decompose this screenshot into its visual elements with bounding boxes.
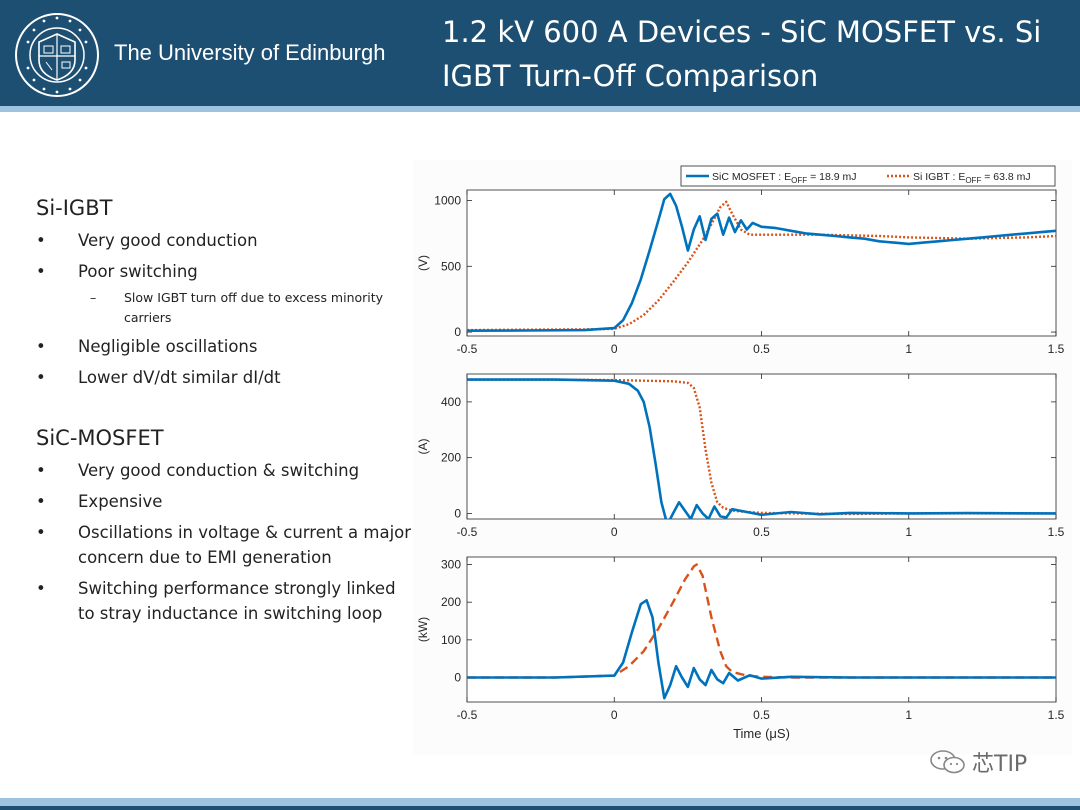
- y-tick-label: 0: [454, 671, 461, 685]
- y-tick-label: 200: [441, 451, 461, 465]
- legend-label-sic-mosfet: SiC MOSFET : EOFF = 18.9 mJ: [712, 171, 856, 185]
- bullet-text: Lower dV/dt similar dI/dt: [78, 368, 281, 387]
- bullet-item: • Negligible oscillations: [36, 334, 416, 359]
- x-tick-label: 0: [611, 525, 618, 539]
- y-tick-label: 300: [441, 558, 461, 572]
- x-axis-label: Time (μS): [733, 726, 790, 741]
- y-tick-label: 500: [441, 259, 461, 273]
- footer-bar: [0, 806, 1080, 810]
- y-tick-label: 100: [441, 633, 461, 647]
- university-name: The University of Edinburgh: [114, 40, 386, 65]
- header-stripe: [0, 106, 1080, 112]
- series-line-sic-mosfet: [467, 599, 1056, 700]
- y-axis-label: (A): [416, 439, 430, 455]
- bullet-item: • Lower dV/dt similar dI/dt: [36, 365, 416, 390]
- series-line-sic-mosfet: [467, 192, 1056, 332]
- bullet-item: • Expensive: [36, 489, 416, 514]
- y-tick-label: 0: [454, 506, 461, 520]
- bullet-text: Very good conduction: [78, 231, 258, 250]
- bullet-item: • Very good conduction: [36, 228, 416, 253]
- x-tick-label: 0: [611, 342, 618, 356]
- bullet-panel: Si-IGBT • Very good conduction • Poor swit…: [36, 196, 416, 632]
- bullet-text: Switching performance strongly linked to…: [78, 579, 396, 623]
- university-crest-icon: [15, 13, 99, 97]
- section-heading-igbt: Si-IGBT: [36, 196, 113, 220]
- x-tick-label: 1: [905, 342, 912, 356]
- bullet-text: Expensive: [78, 492, 163, 511]
- bullet-item: • Very good conduction & switching: [36, 458, 416, 483]
- x-tick-label: -0.5: [457, 525, 478, 539]
- sub-bullet-item: – Slow IGBT turn off due to excess minori…: [36, 288, 416, 328]
- y-tick-label: 400: [441, 395, 461, 409]
- plot-area: [466, 373, 1057, 520]
- x-tick-label: 1.5: [1048, 525, 1065, 539]
- series-line-si-igbt: [467, 200, 1056, 332]
- bullet-text: Oscillations in voltage & current a majo…: [78, 523, 412, 567]
- bullet-marker: •: [36, 337, 46, 356]
- x-tick-label: 1: [905, 708, 912, 722]
- x-tick-label: 1: [905, 525, 912, 539]
- legend-box: [680, 165, 1056, 187]
- bullet-item: • Poor switching: [36, 259, 416, 284]
- bullet-marker: •: [36, 579, 46, 598]
- wechat-icon: [930, 750, 965, 774]
- plot-area: [466, 556, 1057, 703]
- y-tick-label: 1000: [434, 194, 461, 208]
- bullet-text: Very good conduction & switching: [78, 461, 360, 480]
- x-tick-label: 0: [611, 708, 618, 722]
- y-axis-label: (kW): [416, 617, 430, 642]
- bullet-text: Negligible oscillations: [78, 337, 258, 356]
- watermark-text: 芯TIP: [972, 752, 1028, 777]
- x-tick-label: 1.5: [1048, 708, 1065, 722]
- sub-bullet-marker: –: [90, 290, 97, 305]
- bullet-marker: •: [36, 461, 46, 480]
- x-tick-label: -0.5: [457, 342, 478, 356]
- bullet-item: • Switching performance strongly linked t…: [36, 576, 416, 626]
- x-tick-label: 0.5: [753, 342, 770, 356]
- series-line-sic-mosfet: [467, 378, 1056, 519]
- x-tick-label: 0.5: [753, 708, 770, 722]
- bullet-marker: •: [36, 231, 46, 250]
- section-heading-mosfet: SiC-MOSFET: [36, 426, 164, 450]
- plot-area: [466, 189, 1057, 337]
- series-line-si-igbt: [467, 378, 1056, 516]
- legend-label-si-igbt: Si IGBT : EOFF = 63.8 mJ: [913, 171, 1031, 185]
- header-bar: [0, 0, 1080, 106]
- bullet-text: Poor switching: [78, 262, 198, 281]
- sub-bullet-text: Slow IGBT turn off due to excess minorit…: [124, 290, 384, 325]
- bullet-item: • Oscillations in voltage & current a maj…: [36, 520, 416, 570]
- x-tick-label: 1.5: [1048, 342, 1065, 356]
- x-tick-label: -0.5: [457, 708, 478, 722]
- x-tick-label: 0.5: [753, 525, 770, 539]
- slide-title: 1.2 kV 600 A Devices - SiC MOSFET vs. Si…: [442, 15, 1042, 93]
- bullet-marker: •: [36, 368, 46, 387]
- y-tick-label: 200: [441, 595, 461, 609]
- y-axis-label: (V): [416, 255, 430, 271]
- bullet-marker: •: [36, 523, 46, 542]
- bullet-marker: •: [36, 492, 46, 511]
- y-tick-label: 0: [454, 325, 461, 339]
- bullet-marker: •: [36, 262, 46, 281]
